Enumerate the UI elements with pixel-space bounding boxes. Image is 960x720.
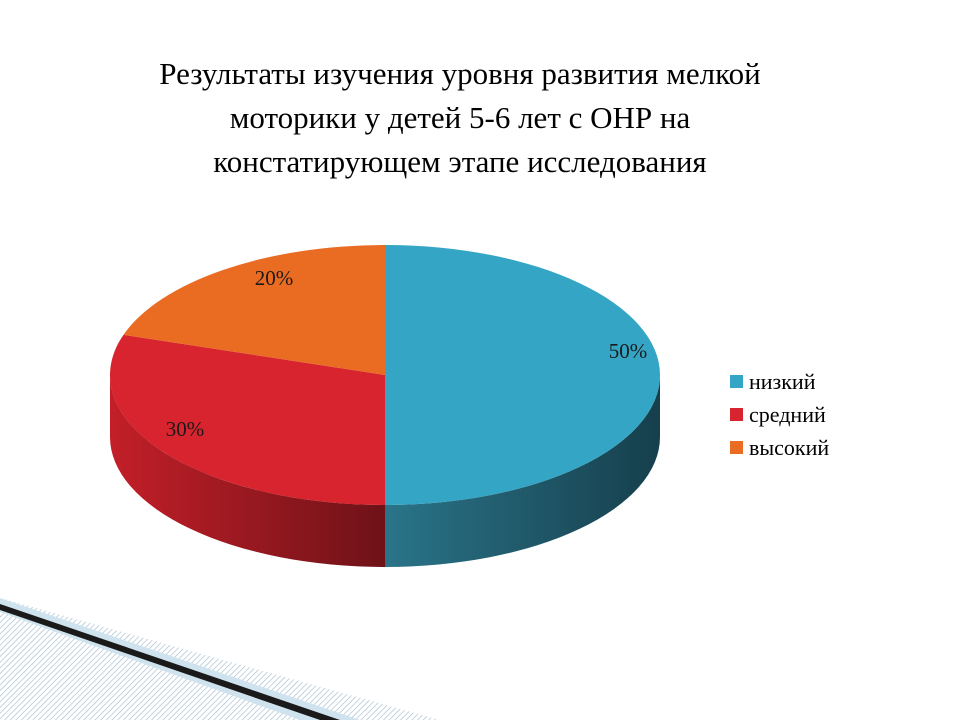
legend-item-high: высокий [730, 431, 930, 464]
legend-label-medium: средний [749, 401, 826, 427]
pie-slice-medium [110, 334, 386, 505]
pie-side-low [385, 375, 660, 567]
data-label-low: 50% [609, 339, 648, 363]
data-label-medium: 30% [166, 417, 205, 441]
legend-item-low: низкий [730, 365, 930, 398]
pie-slice-low [385, 245, 660, 505]
chart-title: Результаты изучения уровня развития мелк… [159, 56, 761, 179]
data-label-high: 20% [255, 266, 294, 290]
legend-label-low: низкий [749, 368, 816, 394]
legend: низкий средний высокий [730, 365, 930, 464]
legend-label-high: высокий [749, 434, 830, 460]
legend-swatch-medium [730, 408, 743, 421]
legend-swatch-high [730, 441, 743, 454]
pie-slice-high [123, 245, 385, 375]
legend-item-medium: средний [730, 398, 930, 431]
legend-swatch-low [730, 375, 743, 388]
pie-side-medium [110, 375, 385, 567]
